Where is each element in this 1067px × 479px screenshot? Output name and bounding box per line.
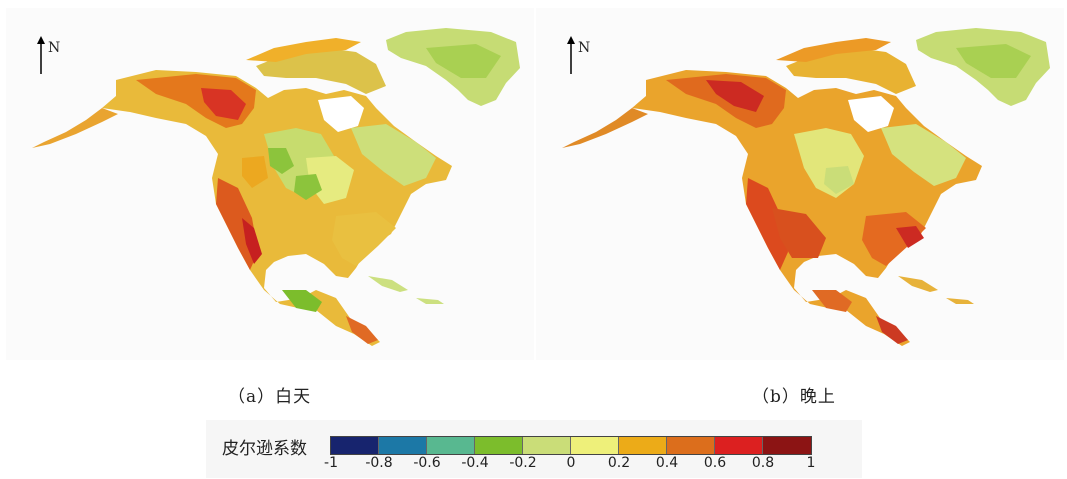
legend-color-cell xyxy=(571,437,619,454)
north-arrow-icon xyxy=(37,36,45,74)
legend-tick-label: 0.2 xyxy=(607,455,631,471)
legend-tick-label: -0.2 xyxy=(509,455,537,471)
continent xyxy=(632,70,982,346)
legend-color-cell xyxy=(427,437,475,454)
legend-color-cell xyxy=(475,437,523,454)
legend-color-cell xyxy=(523,437,571,454)
legend-tick-label: 0.8 xyxy=(751,455,775,471)
caption-day: （a）白天 xyxy=(228,387,312,407)
legend-tick-label: -0.8 xyxy=(365,455,393,471)
north-america-map-day xyxy=(32,28,520,346)
legend-tick-label: -0.4 xyxy=(461,455,489,471)
legend-color-cell xyxy=(331,437,379,454)
legend-color-cell xyxy=(763,437,811,454)
legend-color-cell xyxy=(715,437,763,454)
legend-tick-label: -1 xyxy=(324,455,338,471)
legend-color-cell xyxy=(667,437,715,454)
legend-tick-label: -0.6 xyxy=(413,455,441,471)
legend-color-cell xyxy=(379,437,427,454)
north-america-map-night xyxy=(562,28,1050,346)
caption-night: （b）晚上 xyxy=(752,387,836,407)
north-arrow: N xyxy=(566,36,596,81)
legend-tick-label: 0.6 xyxy=(703,455,727,471)
hudson-bay xyxy=(848,96,894,132)
legend-tick-label: 0 xyxy=(566,455,576,471)
legend-tick-label: 1 xyxy=(806,455,816,471)
legend-title: 皮尔逊系数 xyxy=(222,439,307,459)
legend-colorbar xyxy=(330,436,812,455)
arctic-islands xyxy=(256,48,386,94)
legend-color-cell xyxy=(619,437,667,454)
north-arrow-icon xyxy=(567,36,575,74)
north-label: N xyxy=(578,40,591,56)
continent xyxy=(102,70,452,346)
hudson-bay xyxy=(318,96,364,132)
arctic-islands xyxy=(786,48,916,94)
north-arrow: N xyxy=(36,36,66,81)
map-panel-day: N xyxy=(6,8,534,360)
legend-tick-label: 0.4 xyxy=(655,455,679,471)
north-label: N xyxy=(48,40,61,56)
map-panel-night: N xyxy=(536,8,1064,360)
